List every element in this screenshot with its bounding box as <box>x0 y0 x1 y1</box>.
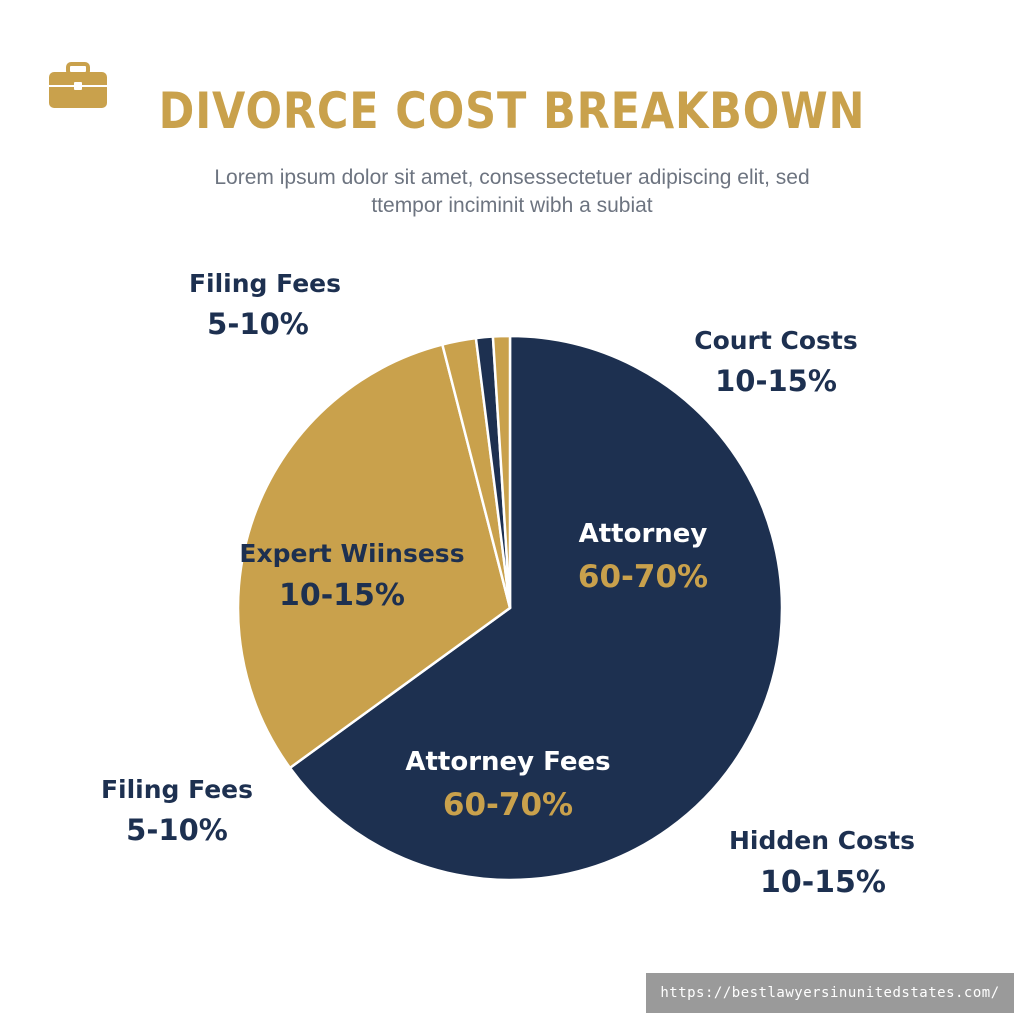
label-attorney-fees-value: 60-70% <box>443 787 573 823</box>
label-filing-fees-top-value: 5-10% <box>207 307 309 341</box>
label-filing-fees-bottom-title: Filing Fees <box>101 775 253 804</box>
label-attorney-title: Attorney <box>579 519 708 549</box>
label-expert-witness-value: 10-15% <box>279 578 405 613</box>
label-hidden-costs-value: 10-15% <box>760 865 886 900</box>
label-filing-fees-bottom-value: 5-10% <box>126 813 228 847</box>
pie-slice-attorney-fees <box>288 334 784 882</box>
label-expert-witness-title: Expert Wiinsess <box>239 539 464 568</box>
label-attorney-value: 60-70% <box>578 559 708 595</box>
label-hidden-costs-title: Hidden Costs <box>729 826 915 855</box>
chart-subtitle: Lorem ipsum dolor sit amet, consessectet… <box>170 164 854 220</box>
pie-slice-expert-witness <box>236 343 512 770</box>
label-court-costs-value: 10-15% <box>715 364 837 398</box>
label-attorney-fees-title: Attorney Fees <box>405 747 610 777</box>
label-court-costs-title: Court Costs <box>694 326 858 355</box>
pie-slice-hidden-costs <box>491 334 512 610</box>
subtitle-line-2: ttempor inciminit wibh a subiat <box>371 194 653 217</box>
label-filing-fees-top-title: Filing Fees <box>189 269 341 298</box>
chart-title: DIVORCE COST BREAKBOWN <box>158 82 866 140</box>
subtitle-line-1: Lorem ipsum dolor sit amet, consessectet… <box>214 166 810 189</box>
source-url[interactable]: https://bestlawyersinunitedstates.com/ <box>646 973 1014 1013</box>
briefcase-icon <box>49 62 107 108</box>
